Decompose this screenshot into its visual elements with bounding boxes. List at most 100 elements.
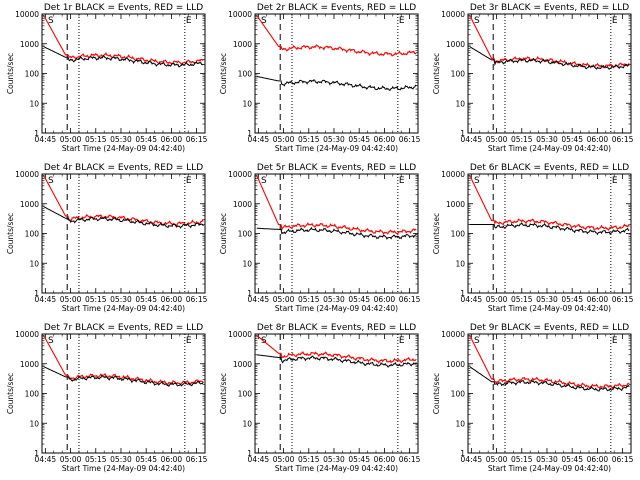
x-tick-label: 04:45 <box>35 135 57 144</box>
x-tick-label: 05:30 <box>536 455 558 464</box>
x-tick-label: 06:00 <box>374 455 396 464</box>
x-tick-label: 06:15 <box>186 455 208 464</box>
corner-label-e: E <box>612 336 618 346</box>
series-lld-line <box>43 15 204 66</box>
y-tick-label: 10000 <box>15 330 39 339</box>
plot-frame <box>41 173 206 294</box>
x-tick-label: 06:15 <box>612 455 634 464</box>
plot-frame <box>467 333 632 454</box>
panel-title: Det 4r BLACK = Events, RED = LLD <box>44 163 203 173</box>
x-axis-label: Start Time (24-May-09 04:42:40) <box>488 304 611 313</box>
series-events-line <box>469 46 630 70</box>
series-lld-line <box>43 175 204 227</box>
corner-label-s: S <box>474 336 480 346</box>
corner-label-e: E <box>186 16 192 26</box>
x-tick-label: 05:00 <box>486 455 508 464</box>
x-tick-label: 06:15 <box>186 295 208 304</box>
panel-title: Det 9r BLACK = Events, RED = LLD <box>470 323 629 333</box>
x-tick-label: 05:15 <box>298 135 320 144</box>
y-tick-label: 100 <box>451 390 466 399</box>
x-tick-label: 04:45 <box>248 135 270 144</box>
plot-frame <box>254 333 419 454</box>
y-tick-label: 10 <box>242 99 252 108</box>
y-tick-label: 100 <box>238 390 253 399</box>
x-tick-label: 05:30 <box>536 295 558 304</box>
y-tick-label: 100 <box>451 70 466 79</box>
y-tick-label: 10000 <box>228 10 252 19</box>
x-tick-label: 05:15 <box>511 295 533 304</box>
panel-7: Det 7r BLACK = Events, RED = LLD 1 10 100 10… <box>6 323 208 473</box>
y-tick-label: 10 <box>242 419 252 428</box>
plot-frame <box>467 13 632 134</box>
x-tick-label: 05:15 <box>298 295 320 304</box>
y-tick-label: 1 <box>460 289 465 298</box>
series-lld-line <box>469 335 630 390</box>
y-axis-label: Counts/sec <box>6 53 15 94</box>
corner-label-e: E <box>612 176 618 186</box>
y-tick-label: 1 <box>460 449 465 458</box>
series-lld-line <box>256 334 417 364</box>
y-tick-label: 100 <box>25 230 40 239</box>
y-tick-label: 10 <box>455 99 465 108</box>
y-tick-label: 1 <box>247 129 252 138</box>
y-tick-label: 1 <box>34 129 39 138</box>
panel-title: Det 8r BLACK = Events, RED = LLD <box>257 323 416 333</box>
x-tick-label: 06:00 <box>161 295 183 304</box>
y-tick-label: 1000 <box>20 200 39 209</box>
y-tick-label: 100 <box>451 230 466 239</box>
panel-6: Det 6r BLACK = Events, RED = LLD 1 10 100 10… <box>432 163 634 313</box>
corner-label-s: S <box>48 336 54 346</box>
corner-label-s: S <box>261 16 267 26</box>
y-tick-label: 10 <box>455 259 465 268</box>
series-events-line <box>469 222 630 236</box>
y-tick-label: 100 <box>25 390 40 399</box>
x-tick-label: 04:45 <box>461 135 483 144</box>
x-tick-label: 06:00 <box>374 295 396 304</box>
y-axis-label: Counts/sec <box>219 213 228 254</box>
y-tick-label: 1000 <box>233 200 252 209</box>
x-tick-label: 05:45 <box>135 135 157 144</box>
y-tick-label: 1000 <box>233 40 252 49</box>
x-tick-label: 05:00 <box>60 295 82 304</box>
corner-label-e: E <box>399 16 405 26</box>
x-tick-label: 05:15 <box>85 135 107 144</box>
corner-label-s: S <box>474 16 480 26</box>
y-axis-label: Counts/sec <box>6 373 15 414</box>
series-events-line <box>43 46 204 68</box>
y-tick-label: 10 <box>29 259 39 268</box>
y-axis-label: Counts/sec <box>432 373 441 414</box>
x-axis-label: Start Time (24-May-09 04:42:40) <box>62 304 185 313</box>
y-tick-label: 1000 <box>446 360 465 369</box>
x-tick-label: 05:45 <box>561 135 583 144</box>
x-tick-label: 06:15 <box>399 455 421 464</box>
plot-frame <box>41 13 206 134</box>
x-tick-label: 05:45 <box>561 295 583 304</box>
y-tick-label: 10 <box>29 99 39 108</box>
x-axis-label: Start Time (24-May-09 04:42:40) <box>275 464 398 473</box>
y-tick-label: 10 <box>242 259 252 268</box>
x-tick-label: 06:00 <box>587 135 609 144</box>
y-tick-label: 1 <box>34 289 39 298</box>
plot-frame <box>41 333 206 454</box>
x-axis-label: Start Time (24-May-09 04:42:40) <box>488 464 611 473</box>
x-tick-label: 05:15 <box>85 295 107 304</box>
x-axis-label: Start Time (24-May-09 04:42:40) <box>62 464 185 473</box>
series-events-line <box>43 206 204 229</box>
y-tick-label: 10000 <box>15 10 39 19</box>
y-tick-label: 10000 <box>228 330 252 339</box>
plot-frame <box>254 13 419 134</box>
series-lld-line <box>256 15 417 57</box>
x-tick-label: 05:30 <box>323 295 345 304</box>
x-tick-label: 05:00 <box>60 135 82 144</box>
x-tick-label: 06:00 <box>161 135 183 144</box>
y-axis-label: Counts/sec <box>219 53 228 94</box>
x-tick-label: 05:15 <box>511 135 533 144</box>
x-tick-label: 05:00 <box>486 135 508 144</box>
x-tick-label: 06:00 <box>374 135 396 144</box>
x-tick-label: 06:00 <box>161 455 183 464</box>
x-tick-label: 05:45 <box>561 455 583 464</box>
x-tick-label: 06:00 <box>587 295 609 304</box>
x-tick-label: 04:45 <box>35 295 57 304</box>
corner-label-s: S <box>48 16 54 26</box>
x-tick-label: 06:15 <box>186 135 208 144</box>
